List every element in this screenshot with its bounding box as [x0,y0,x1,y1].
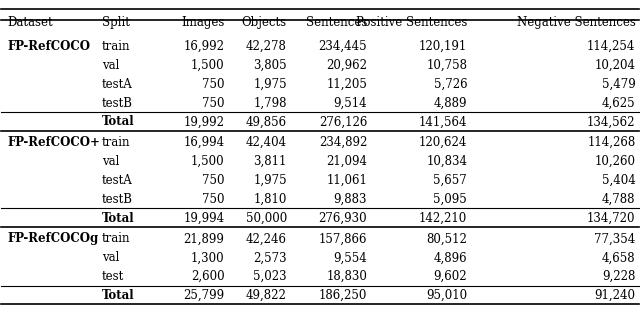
Text: 750: 750 [202,97,225,110]
Text: 134,562: 134,562 [587,115,636,128]
Text: val: val [102,251,120,264]
Text: 142,210: 142,210 [419,212,467,225]
Text: 186,250: 186,250 [319,289,367,302]
Text: val: val [102,59,120,72]
Text: 50,000: 50,000 [246,212,287,225]
Text: 1,810: 1,810 [253,193,287,206]
Text: 114,268: 114,268 [587,136,636,149]
Text: 4,889: 4,889 [434,97,467,110]
Text: 80,512: 80,512 [426,232,467,245]
Text: train: train [102,136,131,149]
Text: 10,758: 10,758 [426,59,467,72]
Text: 157,866: 157,866 [319,232,367,245]
Text: 5,479: 5,479 [602,78,636,91]
Text: 91,240: 91,240 [595,289,636,302]
Text: 1,975: 1,975 [253,174,287,187]
Text: 1,500: 1,500 [191,59,225,72]
Text: 3,811: 3,811 [253,155,287,168]
Text: 49,856: 49,856 [246,115,287,128]
Text: 21,899: 21,899 [184,232,225,245]
Text: testB: testB [102,193,133,206]
Text: FP-RefCOCOg: FP-RefCOCOg [8,232,99,245]
Text: 9,514: 9,514 [333,97,367,110]
Text: Negative Sentences: Negative Sentences [516,16,636,29]
Text: 2,573: 2,573 [253,251,287,264]
Text: 42,404: 42,404 [246,136,287,149]
Text: 276,930: 276,930 [319,212,367,225]
Text: 1,975: 1,975 [253,78,287,91]
Text: testA: testA [102,174,133,187]
Text: 4,658: 4,658 [602,251,636,264]
Text: 1,798: 1,798 [253,97,287,110]
Text: 4,625: 4,625 [602,97,636,110]
Text: 10,260: 10,260 [595,155,636,168]
Text: 120,191: 120,191 [419,40,467,53]
Text: 11,061: 11,061 [326,174,367,187]
Text: train: train [102,40,131,53]
Text: Split: Split [102,16,130,29]
Text: train: train [102,232,131,245]
Text: Images: Images [181,16,225,29]
Text: 141,564: 141,564 [419,115,467,128]
Text: Dataset: Dataset [8,16,53,29]
Text: 42,278: 42,278 [246,40,287,53]
Text: Total: Total [102,212,134,225]
Text: 750: 750 [202,174,225,187]
Text: FP-RefCOCO: FP-RefCOCO [8,40,91,53]
Text: 19,992: 19,992 [184,115,225,128]
Text: Total: Total [102,289,134,302]
Text: 4,896: 4,896 [433,251,467,264]
Text: 10,204: 10,204 [595,59,636,72]
Text: 25,799: 25,799 [183,289,225,302]
Text: 16,994: 16,994 [183,136,225,149]
Text: 21,094: 21,094 [326,155,367,168]
Text: 20,962: 20,962 [326,59,367,72]
Text: 18,830: 18,830 [326,270,367,283]
Text: Positive Sentences: Positive Sentences [356,16,467,29]
Text: 5,095: 5,095 [433,193,467,206]
Text: 95,010: 95,010 [426,289,467,302]
Text: 2,600: 2,600 [191,270,225,283]
Text: 9,883: 9,883 [333,193,367,206]
Text: val: val [102,155,120,168]
Text: Total: Total [102,115,134,128]
Text: 11,205: 11,205 [326,78,367,91]
Text: 134,720: 134,720 [587,212,636,225]
Text: 3,805: 3,805 [253,59,287,72]
Text: 16,992: 16,992 [184,40,225,53]
Text: 5,726: 5,726 [433,78,467,91]
Text: 5,023: 5,023 [253,270,287,283]
Text: 4,788: 4,788 [602,193,636,206]
Text: 750: 750 [202,78,225,91]
Text: 9,602: 9,602 [433,270,467,283]
Text: 750: 750 [202,193,225,206]
Text: 77,354: 77,354 [594,232,636,245]
Text: 1,500: 1,500 [191,155,225,168]
Text: testB: testB [102,97,133,110]
Text: 19,994: 19,994 [183,212,225,225]
Text: 5,404: 5,404 [602,174,636,187]
Text: 5,657: 5,657 [433,174,467,187]
Text: 276,126: 276,126 [319,115,367,128]
Text: 9,554: 9,554 [333,251,367,264]
Text: 9,228: 9,228 [602,270,636,283]
Text: 114,254: 114,254 [587,40,636,53]
Text: 42,246: 42,246 [246,232,287,245]
Text: test: test [102,270,124,283]
Text: 1,300: 1,300 [191,251,225,264]
Text: 49,822: 49,822 [246,289,287,302]
Text: 10,834: 10,834 [426,155,467,168]
Text: 234,892: 234,892 [319,136,367,149]
Text: Sentences: Sentences [306,16,367,29]
Text: testA: testA [102,78,133,91]
Text: 234,445: 234,445 [319,40,367,53]
Text: 120,624: 120,624 [419,136,467,149]
Text: FP-RefCOCO+: FP-RefCOCO+ [8,136,100,149]
Text: Objects: Objects [242,16,287,29]
